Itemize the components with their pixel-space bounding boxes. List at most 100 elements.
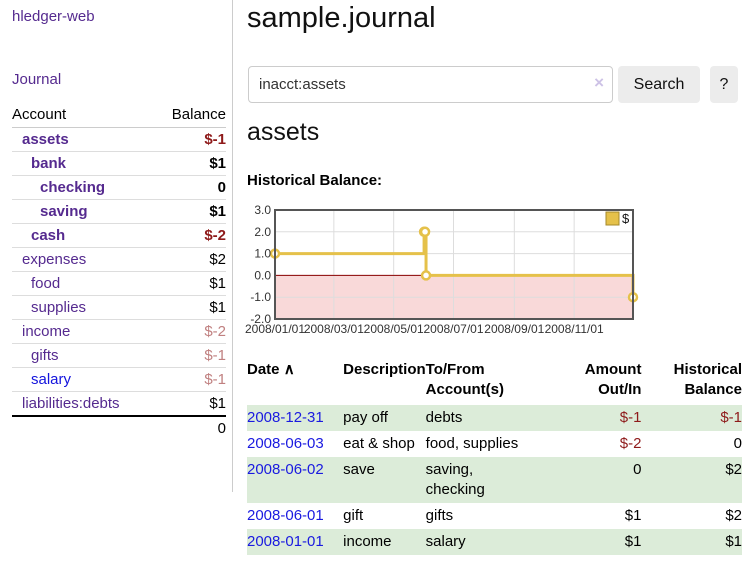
page-title: sample.journal: [247, 2, 436, 34]
account-row: liabilities:debts $1: [12, 391, 226, 416]
transaction-date-link[interactable]: 2008-06-01: [247, 507, 324, 524]
account-balance: $1: [154, 391, 226, 416]
transaction-date-link[interactable]: 2008-06-02: [247, 461, 324, 478]
sort-asc-icon: ∧: [283, 361, 295, 378]
transaction-row: 2008-06-03 eat & shop food, supplies $-2 0: [247, 431, 742, 457]
help-button[interactable]: ?: [710, 66, 738, 103]
account-row: saving $1: [12, 199, 226, 224]
clear-search-icon[interactable]: ×: [594, 73, 604, 92]
account-row: bank $1: [12, 151, 226, 176]
accounts-header-account: Account: [12, 103, 155, 128]
transaction-date-cell: 2008-06-01: [247, 503, 343, 529]
account-row: food $1: [12, 271, 226, 296]
accounts-total-row: 0: [12, 415, 226, 440]
transaction-description-cell: gift: [343, 507, 364, 524]
transaction-amount-cell: $1: [624, 533, 642, 550]
account-link[interactable]: cash: [31, 227, 66, 244]
account-row: checking 0: [12, 175, 226, 200]
account-row: assets $-1: [12, 127, 226, 152]
main-content: sample.journal × Search ? assets Histori…: [245, 0, 742, 582]
register-header-balance: Historical Balance: [673, 361, 742, 398]
register-header-description: Description: [343, 361, 426, 378]
account-row: salary $-1: [12, 367, 226, 392]
account-link[interactable]: checking: [40, 179, 106, 196]
register-header-date[interactable]: Date ∧: [247, 361, 295, 378]
transaction-amount-cell: 0: [633, 461, 642, 478]
account-balance: $-2: [154, 319, 226, 344]
accounts-header-row: Account Balance: [12, 103, 226, 128]
account-balance: $-1: [154, 127, 226, 152]
account-link[interactable]: supplies: [31, 299, 87, 316]
y-tick-label: -1.0: [250, 290, 271, 304]
account-link[interactable]: food: [31, 275, 61, 292]
x-tick-label: 2008/11/01: [545, 322, 604, 336]
brand-link[interactable]: hledger-web: [12, 8, 95, 25]
transaction-date-link[interactable]: 2008-01-01: [247, 533, 324, 550]
account-balance: $-1: [154, 367, 226, 392]
account-link[interactable]: liabilities:debts: [22, 395, 120, 412]
transaction-date-link[interactable]: 2008-06-03: [247, 435, 324, 452]
sidebar: hledger-web Journal Account Balance asse…: [0, 0, 232, 582]
account-link[interactable]: expenses: [22, 251, 87, 268]
accounts-total-value: 0: [154, 415, 226, 440]
account-row: supplies $1: [12, 295, 226, 320]
y-tick-label: 2.0: [254, 225, 271, 239]
transaction-date-cell: 2008-06-02: [247, 457, 343, 503]
register-header-row: Date ∧ Description To/From Account(s) Am…: [247, 360, 742, 405]
transaction-accounts-cell: food, supplies: [425, 435, 519, 452]
x-tick-label: 2008/09/01: [484, 322, 544, 336]
transaction-description-cell: save: [343, 461, 375, 478]
account-balance: $1: [154, 295, 226, 320]
data-point-marker: [420, 270, 432, 281]
y-tick-label: 3.0: [254, 203, 271, 217]
account-balance: $-2: [154, 223, 226, 248]
transaction-accounts-cell: saving, checking: [425, 461, 485, 498]
transaction-balance-cell: $-1: [720, 409, 742, 426]
account-link[interactable]: bank: [31, 155, 67, 172]
register-table: Date ∧ Description To/From Account(s) Am…: [247, 360, 742, 555]
accounts-header-balance: Balance: [154, 103, 226, 128]
transaction-date-cell: 2008-06-03: [247, 431, 343, 457]
account-heading: assets: [247, 118, 320, 146]
account-balance: $-1: [154, 343, 226, 368]
nav-journal-link[interactable]: Journal: [12, 71, 62, 88]
transaction-accounts-cell: salary: [425, 533, 466, 550]
transaction-description-cell: income: [343, 533, 392, 550]
transaction-amount-cell: $-2: [619, 435, 642, 452]
x-tick-label: 2008/07/01: [423, 322, 483, 336]
account-balance: $1: [154, 199, 226, 224]
search-button[interactable]: Search: [618, 66, 700, 103]
transaction-description-cell: eat & shop: [343, 435, 415, 452]
account-balance: $2: [154, 247, 226, 272]
account-row: expenses $2: [12, 247, 226, 272]
account-balance: $1: [154, 271, 226, 296]
transaction-row: 2008-06-02 save saving, checking 0 $2: [247, 457, 742, 503]
accounts-table: Account Balance assets $-1 bank $1 checking 0…: [12, 103, 226, 440]
transaction-date-link[interactable]: 2008-12-31: [247, 409, 324, 426]
search-input[interactable]: [248, 66, 613, 103]
transaction-amount-cell: $1: [624, 507, 642, 524]
account-link[interactable]: salary: [31, 371, 72, 388]
legend-label: $: [622, 211, 630, 226]
transaction-balance-cell: $2: [725, 507, 742, 524]
account-link[interactable]: gifts: [31, 347, 59, 364]
y-tick-label: 1.0: [254, 247, 271, 261]
account-link[interactable]: saving: [40, 203, 88, 220]
search-form: ×: [248, 66, 613, 103]
transaction-date-cell: 2008-12-31: [247, 405, 343, 431]
transaction-row: 2008-06-01 gift gifts $1 $2: [247, 503, 742, 529]
transaction-accounts-cell: debts: [425, 409, 463, 426]
x-tick-label: 2008/01/01: [245, 322, 305, 336]
account-row: gifts $-1: [12, 343, 226, 368]
account-balance: $1: [154, 151, 226, 176]
legend-swatch: [605, 211, 620, 226]
account-link[interactable]: income: [22, 323, 71, 340]
transaction-amount-cell: $-1: [619, 409, 642, 426]
chart-heading: Historical Balance:: [247, 172, 383, 189]
y-tick-label: 0.0: [254, 268, 271, 282]
account-link[interactable]: assets: [22, 131, 69, 148]
account-row: cash $-2: [12, 223, 226, 248]
transaction-date-cell: 2008-01-01: [247, 529, 343, 555]
transaction-description-cell: pay off: [343, 409, 388, 426]
transaction-row: 2008-12-31 pay off debts $-1 $-1: [247, 405, 742, 431]
